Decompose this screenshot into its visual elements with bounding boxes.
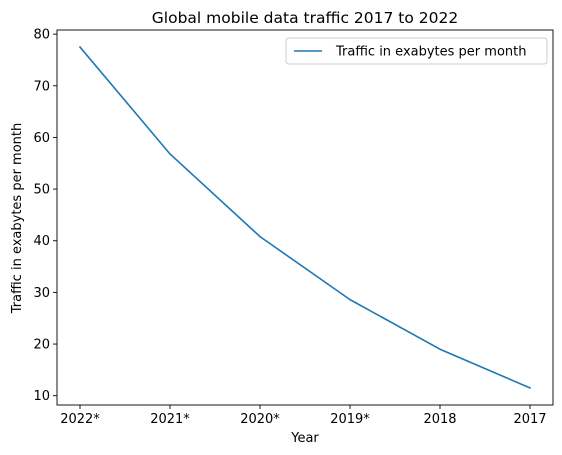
x-axis-label: Year bbox=[290, 431, 319, 446]
y-tick-label: 10 bbox=[33, 389, 50, 404]
x-tick-label: 2020* bbox=[240, 412, 280, 427]
legend: Traffic in exabytes per month bbox=[285, 37, 548, 65]
x-tick-label: 2018 bbox=[423, 412, 456, 427]
y-tick-label: 60 bbox=[33, 131, 50, 146]
axes-frame bbox=[56, 29, 554, 406]
y-tick-label: 40 bbox=[33, 234, 50, 249]
legend-label: Traffic in exabytes per month bbox=[335, 45, 526, 60]
y-axis-label: Traffic in exabytes per month bbox=[10, 123, 25, 314]
x-tick-label: 2021* bbox=[150, 412, 190, 427]
series-line bbox=[78, 45, 532, 390]
y-tick-label: 20 bbox=[33, 338, 50, 353]
y-tick-label: 30 bbox=[33, 286, 50, 301]
chart-title: Global mobile data traffic 2017 to 2022 bbox=[152, 9, 458, 27]
y-tick-label: 80 bbox=[33, 28, 50, 43]
plot-area: 10 20 30 40 50 60 70 80 2022* 2021* 2020* 2019* 2018… bbox=[33, 28, 554, 427]
x-tick-label: 2022* bbox=[60, 412, 100, 427]
y-tick-label: 70 bbox=[33, 79, 50, 94]
x-tick-label: 2019* bbox=[330, 412, 370, 427]
legend-box bbox=[285, 37, 548, 65]
x-tick-label: 2017 bbox=[513, 412, 546, 427]
y-tick-label: 50 bbox=[33, 183, 50, 198]
